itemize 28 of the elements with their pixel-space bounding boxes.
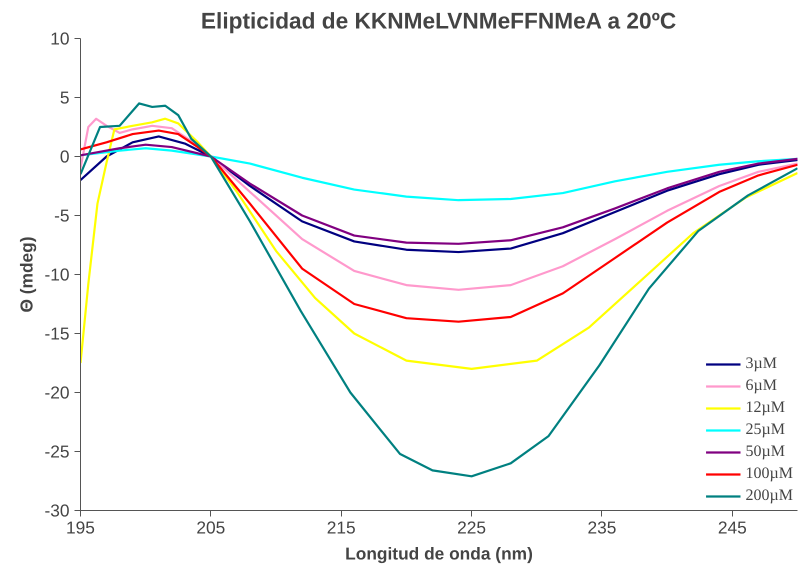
y-tick-label: -25 [44, 442, 70, 462]
x-tick-label: 235 [588, 518, 616, 538]
x-tick-label: 225 [457, 518, 486, 538]
y-axis-title: Θ (mdeg) [16, 236, 36, 313]
y-tick-label: -20 [44, 382, 70, 402]
x-tick-label: 215 [326, 518, 356, 538]
legend-label: 12µM [746, 399, 785, 417]
y-tick-label: -10 [44, 264, 70, 284]
legend-label: 6µM [746, 377, 777, 395]
chart-title: Elipticidad de KKNMeLVNMeFFNMeA a 20ºC [200, 8, 676, 34]
x-axis-title: Longitud de onda (nm) [345, 544, 533, 564]
line-series [80, 118, 798, 291]
legend-label: 25µM [746, 421, 785, 439]
legend-label: 100µM [746, 465, 793, 483]
legend-label: 200µM [746, 487, 793, 505]
y-tick-label: -5 [54, 206, 70, 226]
line-series [80, 118, 798, 370]
x-tick-label: 195 [66, 518, 95, 538]
legend-label: 50µM [746, 443, 785, 461]
x-tick-label: 245 [718, 518, 747, 538]
line-series [80, 129, 798, 323]
y-tick-label: 5 [60, 88, 70, 108]
y-tick-label: 0 [60, 146, 70, 166]
y-tick-label: 10 [50, 28, 70, 48]
legend-label: 3µM [746, 355, 777, 373]
y-tick-label: -15 [44, 324, 70, 344]
x-tick-label: 205 [196, 518, 226, 538]
y-tick-label: -30 [44, 500, 70, 520]
